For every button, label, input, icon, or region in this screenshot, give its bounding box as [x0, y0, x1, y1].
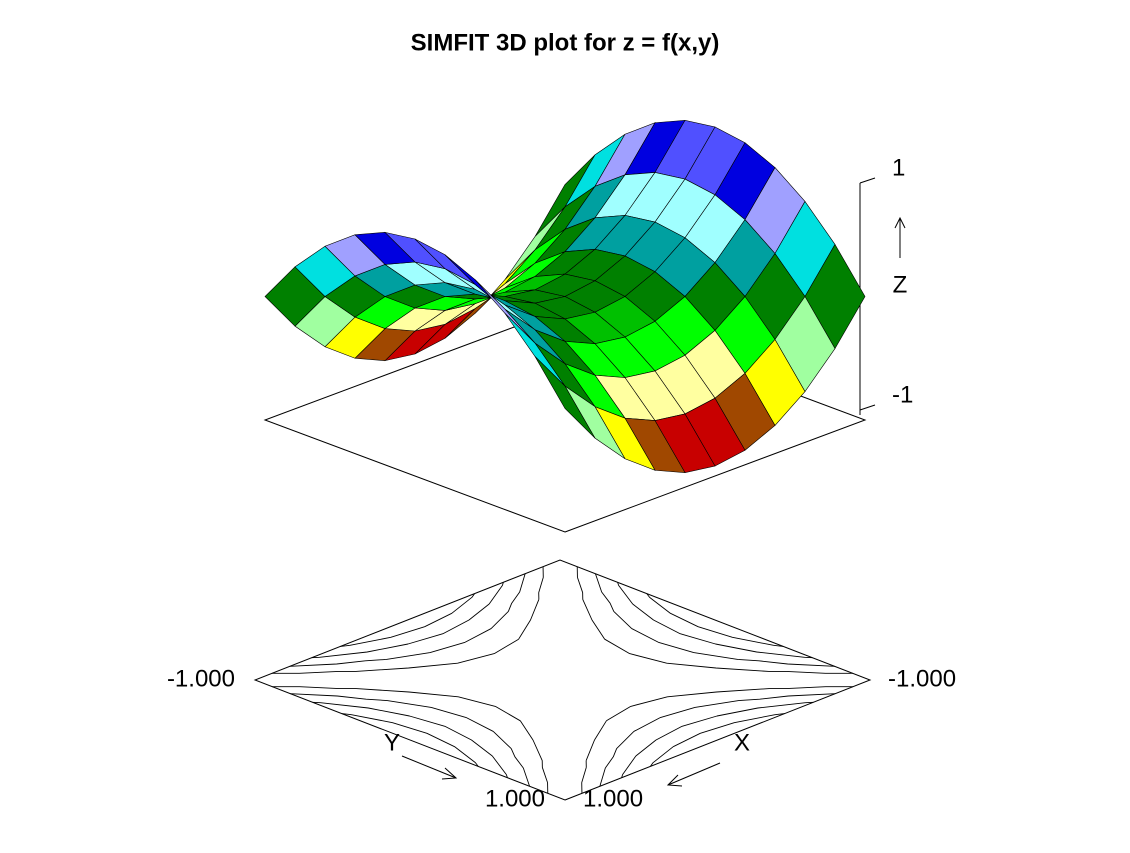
contour-line — [289, 573, 836, 787]
z-arrowhead — [894, 216, 906, 229]
x-arrowhead — [666, 774, 683, 787]
contour-line — [341, 593, 784, 767]
contour-line — [271, 566, 854, 794]
contour-line — [272, 566, 853, 794]
y-arrowhead — [441, 767, 458, 780]
surface-cell — [534, 356, 596, 439]
y-label: Y — [384, 729, 400, 756]
contour-line — [311, 582, 814, 778]
contour-line — [312, 582, 813, 778]
x-tick-label: -1.000 — [888, 665, 956, 692]
z-tick — [859, 404, 876, 411]
z-tick-label: -1 — [892, 381, 913, 408]
chart-title: SIMFIT 3D plot for z = f(x,y) — [411, 29, 720, 56]
z-tick-label: 1 — [892, 154, 905, 181]
y-tick-label: -1.000 — [167, 665, 235, 692]
z-label: Z — [893, 271, 908, 298]
contour-line — [340, 593, 785, 767]
y-arrow — [401, 755, 457, 779]
contour-frame — [253, 559, 872, 801]
x-label: X — [734, 729, 750, 756]
x-arrow — [667, 762, 721, 786]
contour-line — [290, 573, 835, 787]
y-tick-label: 1.000 — [485, 785, 545, 812]
x-tick-label: 1.000 — [583, 785, 643, 812]
z-tick — [859, 177, 876, 184]
